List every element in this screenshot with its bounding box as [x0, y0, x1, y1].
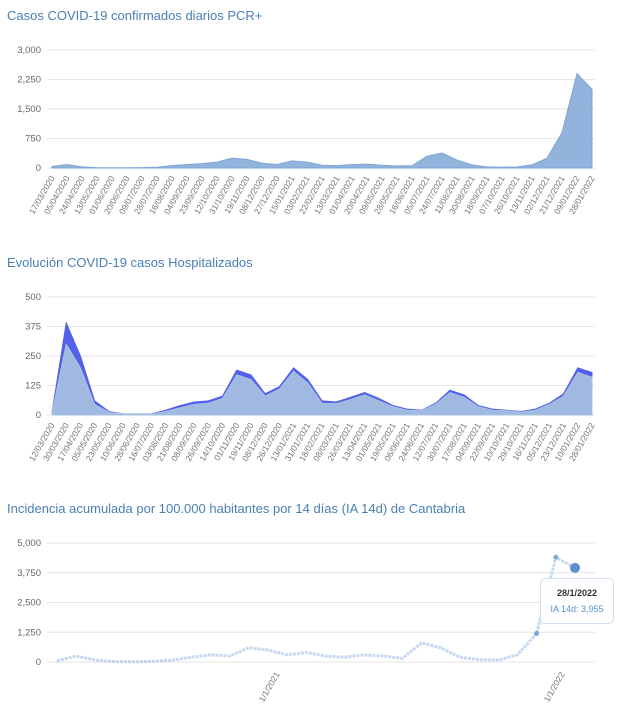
chart1-title: Casos COVID-19 confirmados diarios PCR+	[7, 8, 263, 23]
y-tick-label: 1,500	[17, 104, 41, 115]
y-tick-label: 2,250	[17, 75, 41, 86]
y-tick-label: 0	[36, 410, 41, 421]
tooltip-value: IA 14d: 3,955	[550, 604, 604, 614]
tooltip: 28/1/2022 IA 14d: 3,955	[540, 578, 614, 624]
y-tick-label: 1,250	[17, 627, 41, 638]
x-tick-label: 1/1/2022	[542, 670, 567, 704]
y-tick-label: 3,750	[17, 568, 41, 579]
y-tick-label: 2,500	[17, 598, 41, 609]
cases-area	[51, 72, 593, 169]
x-tick-label: 1/1/2021	[257, 670, 282, 704]
highlighted-point[interactable]	[570, 562, 580, 573]
y-tick-label: 5,000	[17, 538, 41, 549]
y-tick-label: 250	[25, 351, 41, 362]
ia14d-line	[56, 555, 576, 664]
y-tick-label: 375	[25, 322, 41, 333]
series-area-0	[51, 321, 593, 416]
y-tick-label: 0	[36, 163, 41, 174]
y-tick-label: 0	[36, 657, 41, 668]
data-point[interactable]	[534, 630, 540, 636]
chart2-title: Evolución COVID-19 casos Hospitalizados	[7, 255, 253, 270]
series-area-1	[51, 342, 593, 416]
y-tick-label: 750	[25, 134, 41, 145]
chart3-title: Incidencia acumulada por 100.000 habitan…	[7, 501, 466, 516]
data-point[interactable]	[553, 554, 559, 560]
y-tick-label: 500	[25, 292, 41, 303]
y-tick-label: 125	[25, 381, 41, 392]
tooltip-date: 28/1/2022	[556, 588, 598, 598]
y-tick-label: 3,000	[17, 45, 41, 56]
